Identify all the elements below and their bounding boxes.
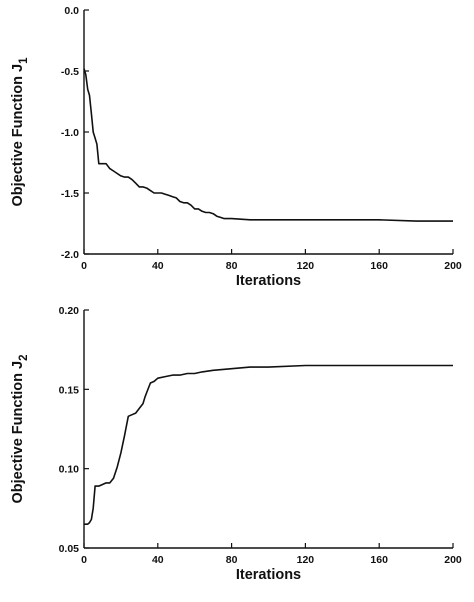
x-tick-label: 200 [444,554,462,566]
y-tick-label: 0.0 [64,5,79,17]
y-axis-title-subscript: 2 [18,354,30,360]
x-tick-label: 80 [226,554,238,566]
y-tick-label: 0.10 [59,464,80,476]
y-tick-label: 0.05 [59,543,80,555]
x-tick-label: 40 [152,554,164,566]
y-tick-label: 0.15 [59,384,80,396]
series-line-1 [84,364,453,526]
x-tick-label: 120 [297,260,315,272]
y-axis-title-main: Objective Function J [10,361,26,504]
x-tick-label: 120 [297,554,315,566]
series-line-1 [83,68,453,222]
y-tick-label: 0.20 [59,305,80,317]
x-tick-label: 0 [81,554,87,566]
x-tick-label: 160 [370,260,388,272]
chart-panel-2: 0.20 0.15 0.10 0.050 40 80 120 160 200 Iterations… [10,305,462,583]
y-axis-title: Objective Function J2 [10,354,30,503]
y-axis-title-main: Objective Function J [10,64,26,207]
y-tick-label: -1.5 [61,188,79,200]
y-axis-title: Objective Function J1 [10,57,30,207]
y-tick-label: -2.0 [61,249,79,261]
x-tick-label: 80 [226,260,238,272]
y-tick-label: -1.0 [61,127,79,139]
x-tick-label: 40 [152,260,164,272]
y-axis-title-subscript: 1 [18,57,30,64]
y-tick-label: -0.5 [61,66,79,78]
x-tick-label: 160 [370,554,388,566]
x-tick-label: 200 [444,260,462,272]
x-tick-label: 0 [81,260,87,272]
x-axis-title: Iterations [236,567,301,583]
chart-panel-1: 0.0 -0.5 -1.0 -1.5 -2.00 40 80 120 160 200 Iterati… [10,5,462,289]
x-axis-title: Iterations [236,273,301,289]
